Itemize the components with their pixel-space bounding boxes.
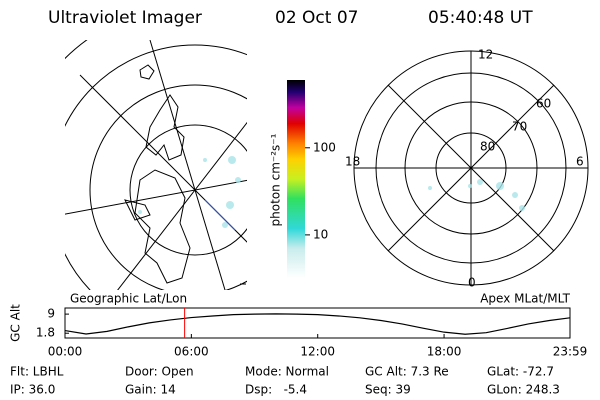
footer: Flt: LBHL Door: Open Mode: Normal GC Alt: 7… [10, 365, 560, 397]
plot-frame [64, 307, 571, 339]
geographic-map [65, 40, 247, 290]
lat-label: 80 [480, 140, 495, 154]
x-tick-label: 18:00 [427, 345, 462, 359]
colorbar-label: photon cm⁻²s⁻¹ [269, 133, 283, 226]
right-map-label: Apex MLat/MLT [480, 292, 570, 306]
date: 02 Oct 07 [275, 8, 358, 28]
lat-label: 60 [536, 97, 551, 111]
info-field: Dsp: -5.4 [245, 383, 307, 397]
info-field: IP: 36.0 [10, 383, 55, 397]
colorbar-ticks: 10 100 [305, 140, 336, 241]
plot: 9 1.8 00:00 06:00 12:00 18:00 23:59 [36, 307, 587, 359]
colorbar [287, 80, 305, 278]
x-tick-label: 12:00 [300, 345, 335, 359]
colorbar-tick-label: 10 [313, 227, 328, 241]
y-tick-label: 1.8 [36, 326, 55, 340]
lat-label: 70 [512, 120, 527, 134]
title: Ultraviolet Imager [48, 8, 202, 28]
info-field: GLat: -72.7 [487, 365, 554, 379]
x-tick-label: 23:59 [553, 345, 588, 359]
info-field: Flt: LBHL [10, 365, 64, 379]
info-field: Door: Open [125, 365, 194, 379]
info-field: Mode: Normal [245, 365, 329, 379]
left-map-label: Geographic Lat/Lon [70, 292, 187, 306]
mlt-label: 6 [576, 155, 584, 169]
mlt-label: 12 [478, 48, 493, 62]
info-field: Gain: 14 [125, 383, 176, 397]
mlt-label: 18 [345, 155, 360, 169]
x-tick-label: 00:00 [48, 345, 83, 359]
colorbar-tick-label: 100 [313, 140, 336, 154]
y-axis-label: GC Alt [9, 304, 23, 342]
time: 05:40:48 UT [428, 8, 533, 28]
mlt-label: 0 [468, 276, 476, 290]
y-tick-label: 9 [47, 307, 55, 321]
info-field: Seq: 39 [365, 383, 411, 397]
altitude-line [64, 313, 571, 335]
apex-map [353, 50, 589, 286]
info-field: GC Alt: 7.3 Re [365, 365, 449, 379]
info-field: GLon: 248.3 [487, 383, 560, 397]
x-tick-label: 06:00 [174, 345, 209, 359]
